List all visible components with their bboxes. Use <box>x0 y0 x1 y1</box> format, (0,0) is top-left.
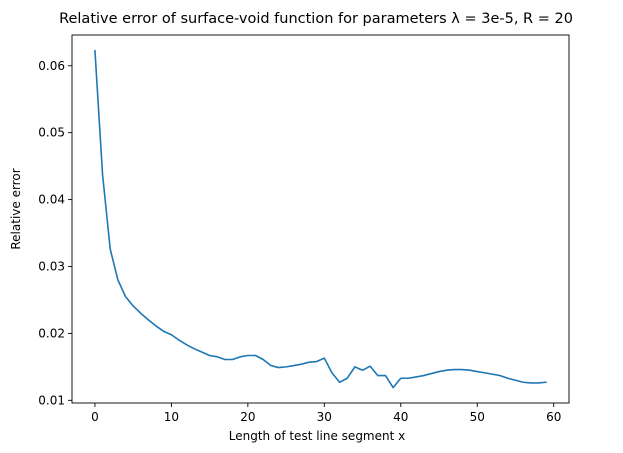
y-axis-label: Relative error <box>9 168 23 249</box>
x-tick-label: 10 <box>164 410 179 424</box>
x-tick-label: 60 <box>546 410 561 424</box>
y-tick-label: 0.05 <box>38 126 65 140</box>
x-tick-label: 40 <box>393 410 408 424</box>
y-tick-label: 0.06 <box>38 59 65 73</box>
chart-title: Relative error of surface-void function … <box>59 11 573 27</box>
y-tick-label: 0.02 <box>38 326 65 340</box>
x-tick-label: 30 <box>317 410 332 424</box>
series-line <box>94 49 547 389</box>
y-axis: 0.01 0.02 0.03 0.04 0.05 0.06 <box>38 59 72 407</box>
axes-frame <box>71 34 570 404</box>
plot-area <box>94 49 547 389</box>
y-tick-label: 0.04 <box>38 193 65 207</box>
x-tick-label: 50 <box>470 410 485 424</box>
x-axis-label: Length of test line segment x <box>229 429 405 443</box>
x-tick-label: 20 <box>240 410 255 424</box>
x-tick-label: 0 <box>91 410 99 424</box>
x-axis: 0 10 20 30 40 50 60 <box>91 403 561 424</box>
y-tick-label: 0.03 <box>38 260 65 274</box>
y-tick-label: 0.01 <box>38 393 65 407</box>
